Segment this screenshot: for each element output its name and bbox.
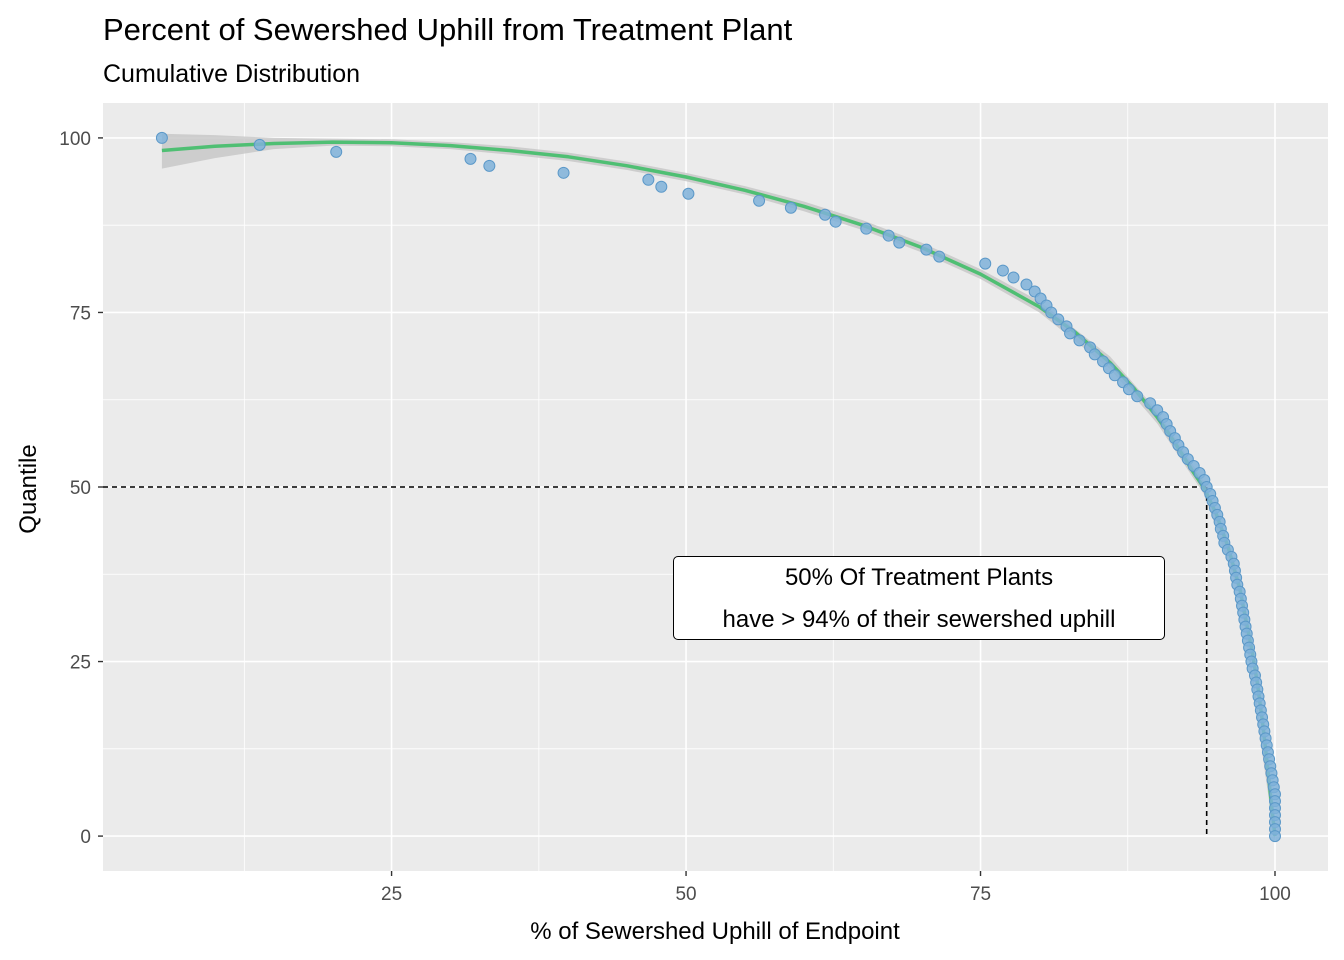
data-point (464, 152, 477, 165)
data-point (1052, 313, 1065, 326)
data-point (253, 138, 266, 151)
chart-subtitle: Cumulative Distribution (103, 60, 361, 88)
data-point (1045, 306, 1058, 319)
data-point (933, 250, 946, 263)
y-tick-label: 50 (70, 478, 91, 499)
data-point (1131, 390, 1144, 403)
y-tick-label: 100 (59, 129, 91, 150)
annotation-line-2: have > 94% of their sewershed uphill (722, 606, 1116, 633)
x-tick-label: 100 (1259, 884, 1291, 905)
y-tick-label: 25 (70, 653, 91, 674)
data-point (1007, 271, 1020, 284)
data-point (642, 173, 655, 186)
data-point (682, 187, 695, 200)
data-point (882, 229, 895, 242)
data-point (996, 264, 1009, 277)
data-point (893, 236, 906, 249)
chart-title: Percent of Sewershed Uphill from Treatme… (103, 12, 793, 47)
data-point (557, 166, 570, 179)
y-tick-label: 0 (80, 827, 91, 848)
axis-ticks: 25 50 75 100 0 25 50 75 100 (59, 129, 1291, 905)
reference-lines (103, 486, 1208, 837)
data-point (860, 222, 873, 235)
x-tick-label: 75 (970, 884, 991, 905)
annotation-box: 50% Of Treatment Plants have > 94% of th… (673, 556, 1165, 640)
data-point (1122, 383, 1135, 396)
data-point (155, 131, 168, 144)
data-point (1144, 397, 1157, 410)
annotation-line-1: 50% Of Treatment Plants (784, 564, 1054, 591)
data-point (784, 201, 797, 214)
data-points (155, 131, 1281, 843)
data-point (1064, 327, 1077, 340)
data-point (753, 194, 766, 207)
data-point (979, 257, 992, 270)
data-point (1108, 369, 1121, 382)
x-tick-label: 25 (381, 884, 402, 905)
x-tick-label: 50 (675, 884, 696, 905)
data-point (330, 145, 343, 158)
data-point (819, 208, 832, 221)
y-tick-label: 75 (70, 303, 91, 324)
data-point (1073, 334, 1086, 347)
data-point (1268, 830, 1281, 843)
data-point (1088, 348, 1101, 361)
data-point (829, 215, 842, 228)
x-axis-title: % of Sewershed Uphill of Endpoint (530, 918, 900, 945)
data-point (655, 180, 668, 193)
data-point (483, 159, 496, 172)
data-point (920, 243, 933, 256)
y-axis-title: Quantile (15, 444, 42, 533)
data-point (1020, 278, 1033, 291)
